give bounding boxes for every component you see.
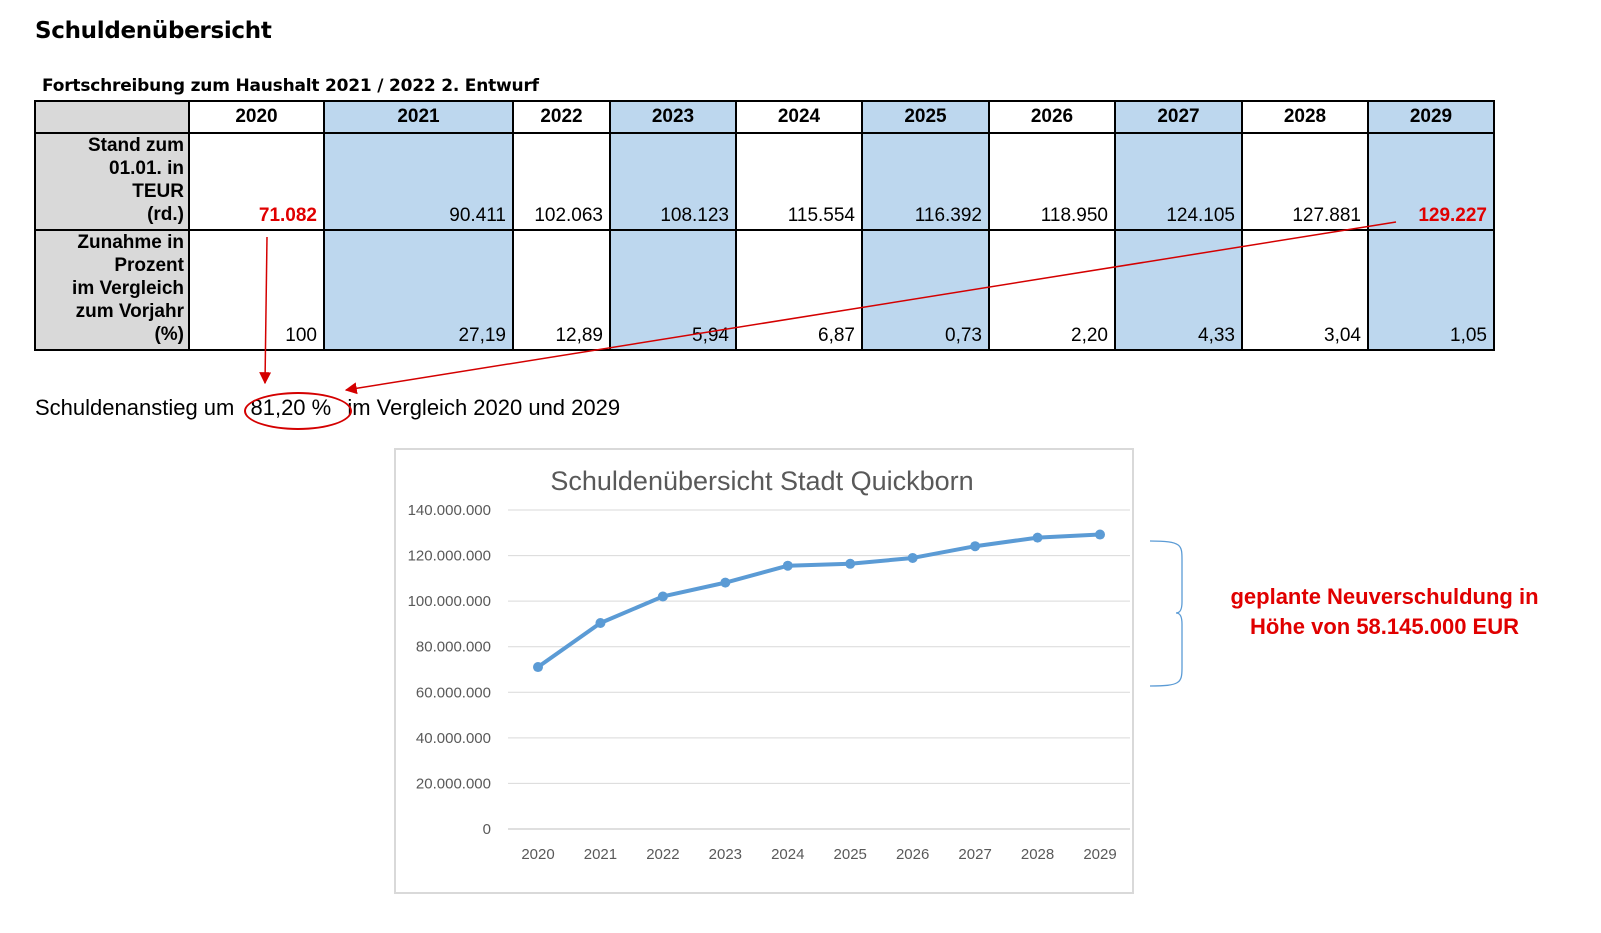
page-title: Schuldenübersicht bbox=[35, 18, 272, 44]
row-label: Zunahme in Prozent im Vergleich zum Vorj… bbox=[34, 229, 190, 351]
year-header-2024: 2024 bbox=[735, 100, 863, 134]
table-cell: 3,04 bbox=[1241, 229, 1369, 351]
table-cell: 124.105 bbox=[1114, 132, 1243, 231]
table-cell: 71.082 bbox=[188, 132, 325, 231]
row-label: Stand zum 01.01. in TEUR (rd.) bbox=[34, 132, 190, 231]
table-cell: 115.554 bbox=[735, 132, 863, 231]
new-debt-annotation: geplante Neuverschuldung in Höhe von 58.… bbox=[1230, 584, 1539, 639]
year-header-2023: 2023 bbox=[609, 100, 737, 134]
row-debt-level: Stand zum 01.01. in TEUR (rd.) 71.082 90.4… bbox=[34, 132, 1495, 231]
brace-icon bbox=[1149, 540, 1183, 687]
chart-title: Schuldenübersicht Stadt Quickborn bbox=[550, 466, 974, 496]
table-cell: 5,94 bbox=[609, 229, 737, 351]
table-cell: 129.227 bbox=[1367, 132, 1495, 231]
table-cell: 0,73 bbox=[861, 229, 990, 351]
table-cell: 127.881 bbox=[1241, 132, 1369, 231]
year-header-2029: 2029 bbox=[1367, 100, 1495, 134]
table-cell: 2,20 bbox=[988, 229, 1116, 351]
year-header-2026: 2026 bbox=[988, 100, 1116, 134]
debt-table: 2020 2021 2022 2023 2024 2025 2026 2027 2028 2029… bbox=[34, 100, 1495, 351]
table-cell: 4,33 bbox=[1114, 229, 1243, 351]
summary-prefix: Schuldenanstieg um bbox=[35, 395, 235, 420]
table-corner-cell bbox=[34, 100, 190, 134]
summary-suffix: im Vergleich 2020 und 2029 bbox=[347, 395, 621, 420]
table-cell: 118.950 bbox=[988, 132, 1116, 231]
table-cell: 102.063 bbox=[512, 132, 611, 231]
table-cell: 27,19 bbox=[323, 229, 514, 351]
row-increase-percent: Zunahme in Prozent im Vergleich zum Vorj… bbox=[34, 229, 1495, 351]
chart-frame bbox=[394, 448, 1134, 894]
table-cell: 90.411 bbox=[323, 132, 514, 231]
table-cell: 116.392 bbox=[861, 132, 990, 231]
table-cell: 1,05 bbox=[1367, 229, 1495, 351]
year-header-2028: 2028 bbox=[1241, 100, 1369, 134]
year-header-2027: 2027 bbox=[1114, 100, 1243, 134]
table-cell: 100 bbox=[188, 229, 325, 351]
year-header-2022: 2022 bbox=[512, 100, 611, 134]
year-header-2021: 2021 bbox=[323, 100, 514, 134]
table-cell: 108.123 bbox=[609, 132, 737, 231]
year-header-2025: 2025 bbox=[861, 100, 990, 134]
table-header-row: 2020 2021 2022 2023 2024 2025 2026 2027 2028 2029 bbox=[34, 100, 1495, 134]
year-header-2020: 2020 bbox=[188, 100, 325, 134]
table-caption: Fortschreibung zum Haushalt 2021 / 2022 … bbox=[42, 76, 539, 96]
table-cell: 6,87 bbox=[735, 229, 863, 351]
percent-highlight-oval bbox=[244, 392, 352, 430]
table-cell: 12,89 bbox=[512, 229, 611, 351]
